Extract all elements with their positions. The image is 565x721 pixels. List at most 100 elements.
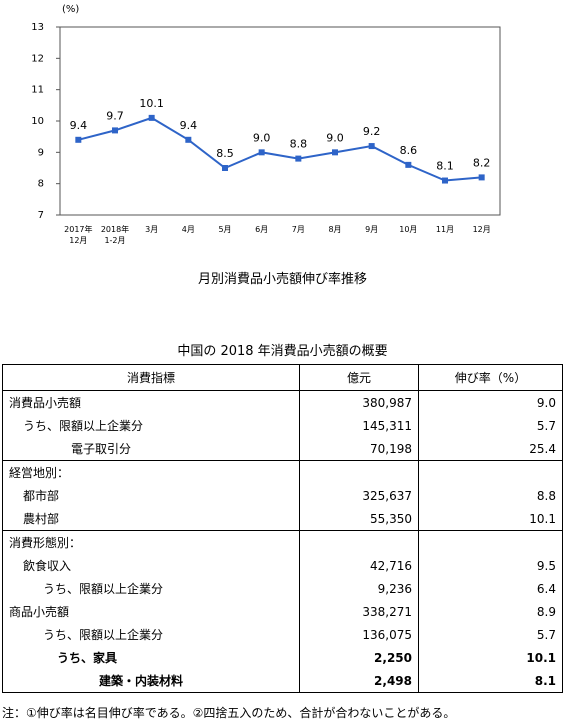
point bbox=[148, 114, 155, 121]
table-cell: 9.0 bbox=[418, 390, 563, 414]
y-tick-label: 12 bbox=[31, 53, 44, 64]
table-cell: 建築・内装材料 bbox=[2, 669, 300, 693]
y-tick-label: 8 bbox=[38, 179, 44, 190]
table-row: うち、限額以上企業分 9,236 6.4 bbox=[2, 577, 563, 600]
point bbox=[222, 165, 228, 171]
table-cell: うち、家具 bbox=[2, 646, 300, 669]
table-row: 飲食収入 42,716 9.5 bbox=[2, 554, 563, 577]
table-row: 電子取引分 70,198 25.4 bbox=[2, 437, 563, 461]
table-cell: 25.4 bbox=[418, 437, 563, 461]
y-tick-label: 7 bbox=[38, 210, 44, 221]
table-cell: 商品小売額 bbox=[2, 600, 300, 623]
x-tick-label: 11月 bbox=[435, 225, 455, 234]
table-row: うち、限額以上企業分 145,311 5.7 bbox=[2, 414, 563, 437]
y-tick-label: 10 bbox=[31, 116, 44, 127]
table-cell: 10.1 bbox=[418, 507, 563, 531]
table-cell: 55,350 bbox=[299, 507, 419, 531]
note: 注：①伸び率は名目伸び率である。②四捨五入のため、合計が合わないことがある。 bbox=[2, 706, 456, 720]
table-row: 消費品小売額 380,987 9.0 bbox=[2, 390, 563, 414]
point bbox=[112, 127, 118, 134]
value-label: 9.4 bbox=[180, 119, 198, 132]
header-cell: 億元 bbox=[299, 364, 419, 391]
table-row: うち、限額以上企業分 136,075 5.7 bbox=[2, 623, 563, 646]
table-cell: 70,198 bbox=[299, 437, 419, 461]
table-cell: うち、限額以上企業分 bbox=[2, 414, 300, 437]
table-cell bbox=[299, 530, 419, 554]
table-cell: 飲食収入 bbox=[2, 554, 300, 577]
table-row: 農村部 55,350 10.1 bbox=[2, 507, 563, 531]
point bbox=[478, 174, 485, 181]
table-cell: 消費品小売額 bbox=[2, 390, 300, 414]
table-cell: 9.5 bbox=[418, 554, 563, 577]
table-cell: 8.1 bbox=[418, 669, 563, 693]
line bbox=[78, 116, 482, 182]
x-tick-label: 9月 bbox=[365, 225, 379, 234]
x-tick-label: 6月 bbox=[255, 225, 269, 234]
y-tick-label: 13 bbox=[31, 22, 44, 33]
table-cell: 325,637 bbox=[299, 484, 419, 507]
table-row: 商品小売額 338,271 8.9 bbox=[2, 600, 563, 623]
value-label: 9.0 bbox=[253, 131, 271, 144]
table-cell: 電子取引分 bbox=[2, 437, 300, 461]
table-cell: 338,271 bbox=[299, 600, 419, 623]
table-row: 経営地別： bbox=[2, 460, 563, 484]
point bbox=[75, 136, 82, 143]
point bbox=[332, 149, 338, 156]
header-cell: 消費指標 bbox=[2, 364, 300, 391]
table-cell bbox=[418, 530, 563, 554]
y-tick-label: 9 bbox=[38, 147, 44, 158]
point bbox=[258, 149, 265, 156]
x-tick-label: 2018年 1-2月 bbox=[100, 225, 130, 245]
y-tick-label: 11 bbox=[31, 85, 44, 96]
table-cell: 8.9 bbox=[418, 600, 563, 623]
value-label: 9.4 bbox=[70, 119, 88, 132]
table-title: 中国の 2018 年消費品小売額の概要 bbox=[177, 344, 388, 359]
value-label: 9.0 bbox=[326, 131, 344, 144]
table-cell: 2,250 bbox=[299, 646, 419, 669]
x-tick-label: 8月 bbox=[328, 225, 342, 234]
table-cell: 10.1 bbox=[418, 646, 563, 669]
chart-title: 月別消費品小売額伸び率推移 bbox=[197, 272, 367, 287]
x-tick-label: 3月 bbox=[145, 225, 159, 234]
point bbox=[405, 161, 412, 168]
table-row: 都市部 325,637 8.8 bbox=[2, 484, 563, 507]
point bbox=[295, 155, 302, 162]
value-label: 8.8 bbox=[290, 138, 308, 151]
table-row: うち、家具 2,250 10.1 bbox=[2, 646, 563, 669]
table-cell: 5.7 bbox=[418, 414, 563, 437]
point bbox=[185, 136, 192, 143]
y-unit: (%) bbox=[62, 4, 79, 15]
point bbox=[368, 143, 375, 150]
table-cell: 都市部 bbox=[2, 484, 300, 507]
table-cell: 6.4 bbox=[418, 577, 563, 600]
header-row: 消費指標 億元 伸び率（%） bbox=[2, 364, 563, 391]
table-cell: 5.7 bbox=[418, 623, 563, 646]
table-cell: うち、限額以上企業分 bbox=[2, 577, 300, 600]
table-cell: 経営地別： bbox=[2, 460, 300, 484]
table-cell bbox=[299, 460, 419, 484]
header-cell: 伸び率（%） bbox=[418, 364, 563, 391]
table-cell bbox=[418, 460, 563, 484]
x-tick-label: 2017年 12月 bbox=[64, 225, 93, 245]
x-tick-label: 12月 bbox=[472, 225, 491, 234]
table-cell: 農村部 bbox=[2, 507, 300, 531]
table-cell: 42,716 bbox=[299, 554, 419, 577]
table-cell: うち、限額以上企業分 bbox=[2, 623, 300, 646]
value-label: 8.2 bbox=[473, 156, 491, 169]
x-tick-label: 5月 bbox=[218, 225, 232, 234]
table-cell: 8.8 bbox=[418, 484, 563, 507]
x-tick-label: 10月 bbox=[399, 225, 418, 234]
table-cell: 消費形態別： bbox=[2, 530, 300, 554]
point bbox=[442, 177, 448, 184]
x-tick-label: 7月 bbox=[291, 225, 305, 234]
value-label: 8.1 bbox=[436, 160, 454, 173]
table: 消費指標 億元 伸び率（%） 消費品小売額 380,987 9.0 うち、限額以上企業… bbox=[2, 364, 563, 693]
value-label: 8.5 bbox=[216, 147, 234, 160]
table-cell: 380,987 bbox=[299, 390, 419, 414]
value-label: 9.7 bbox=[106, 109, 124, 122]
value-label: 10.1 bbox=[139, 97, 164, 110]
table-cell: 9,236 bbox=[299, 577, 419, 600]
plot-frame bbox=[59, 26, 501, 216]
chart: (%) 7 8 9 10 11 12 13 9.4 9.7 10.1 9.4 8.5 9.0 8.8 9.0… bbox=[31, 4, 501, 221]
